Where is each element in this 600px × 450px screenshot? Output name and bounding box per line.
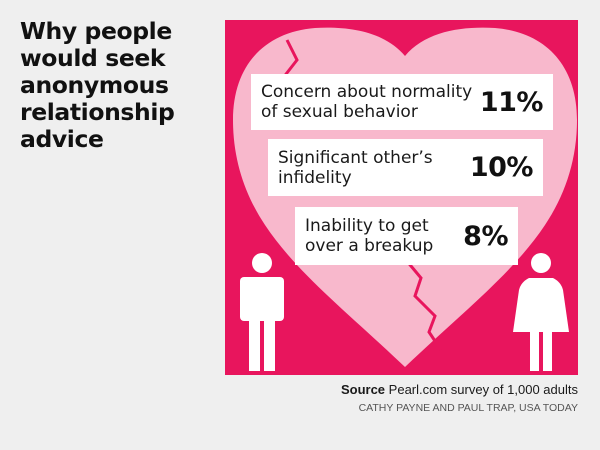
chart-bar: Significant other’s infidelity 10% xyxy=(268,139,543,196)
category-label: Significant other’s infidelity xyxy=(278,148,433,188)
category-label-line: Inability to get xyxy=(305,216,429,236)
male-figure-icon xyxy=(240,253,284,371)
heart-crack-bottom xyxy=(399,253,443,351)
data-label: 10% xyxy=(469,152,534,183)
category-label-line: infidelity xyxy=(278,167,352,188)
title-line: anonymous xyxy=(20,71,169,99)
source-note: Source Pearl.com survey of 1,000 adults xyxy=(341,382,578,397)
data-label: 11% xyxy=(479,86,544,118)
category-label-line: Concern about normality xyxy=(261,82,473,102)
chart-bar: Inability to get over a breakup 8% xyxy=(295,207,518,265)
chart-bar: Concern about normality of sexual behavi… xyxy=(251,74,553,130)
female-figure-icon xyxy=(513,253,569,371)
category-label-line: Significant other’s xyxy=(278,147,433,168)
category-label: Inability to get over a breakup xyxy=(305,216,433,256)
title-line: advice xyxy=(20,125,104,153)
title-line: relationship xyxy=(20,98,175,126)
title-line: Why people xyxy=(20,17,172,45)
category-label: Concern about normality of sexual behavi… xyxy=(261,82,472,122)
category-label-line: of sexual behavior xyxy=(261,102,418,122)
title-line: would seek xyxy=(20,44,166,72)
category-label-line: over a breakup xyxy=(305,236,434,256)
credit-line: CATHY PAYNE AND PAUL TRAP, USA TODAY xyxy=(358,402,578,414)
source-label: Source xyxy=(340,382,386,397)
data-label: 8% xyxy=(463,220,508,252)
chart-panel: Concern about normality of sexual behavi… xyxy=(225,20,578,375)
chart-title: Why people would seek anonymous relation… xyxy=(20,18,210,153)
source-text: Pearl.com survey of 1,000 adults xyxy=(388,382,578,397)
